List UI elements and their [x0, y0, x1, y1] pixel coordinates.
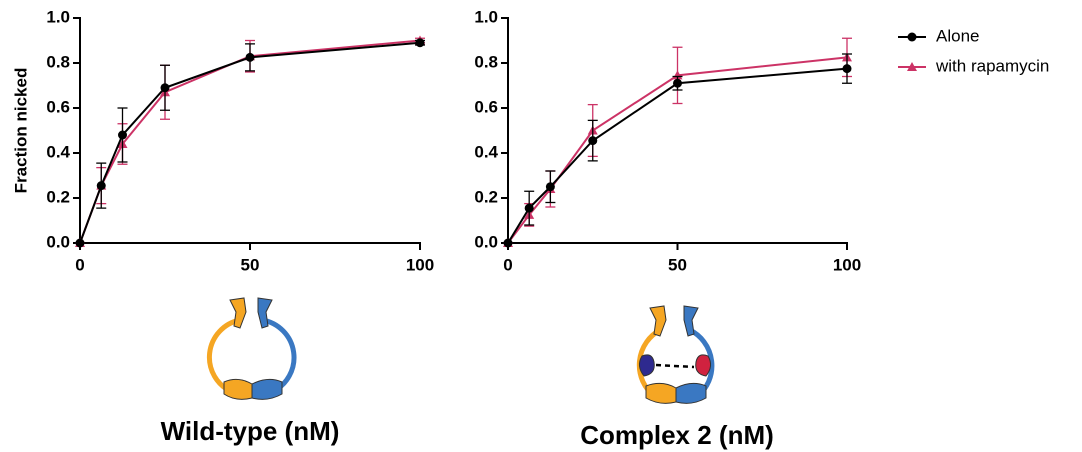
y-tick-label: 0.8	[474, 52, 498, 71]
x-tick-label: 100	[833, 255, 861, 274]
x-tick-label: 50	[668, 255, 687, 274]
point	[160, 83, 170, 93]
y-tick-label: 0.2	[46, 187, 70, 206]
y-tick-label: 0.0	[474, 232, 498, 251]
legend-label: with rapamycin	[935, 56, 1049, 75]
point	[545, 182, 555, 192]
series-line	[507, 56, 848, 244]
y-tick-label: 0.4	[46, 142, 70, 161]
y-tick-label: 1.0	[474, 7, 498, 26]
series-line	[79, 41, 421, 244]
y-tick-label: 1.0	[46, 7, 70, 26]
y-axis-label: Fraction nicked	[11, 68, 30, 194]
x-tick-label: 50	[241, 255, 260, 274]
wild-type-diagram	[206, 297, 297, 400]
point	[245, 52, 255, 62]
chart-title: Complex 2 (nM)	[580, 420, 774, 450]
complex-2-diagram	[636, 305, 715, 404]
point	[842, 64, 852, 74]
x-tick-label: 100	[406, 255, 434, 274]
point	[503, 238, 513, 248]
point	[415, 38, 425, 48]
point	[75, 238, 85, 248]
point	[588, 136, 598, 146]
y-tick-label: 0.0	[46, 232, 70, 251]
legend-label: Alone	[936, 26, 979, 45]
x-tick-label: 0	[503, 255, 512, 274]
series-line	[507, 67, 848, 244]
y-tick-label: 0.8	[46, 52, 70, 71]
y-tick-label: 0.6	[474, 97, 498, 116]
point	[673, 78, 682, 88]
y-tick-label: 0.6	[46, 97, 70, 116]
legend-marker	[907, 32, 917, 42]
point	[524, 203, 534, 213]
y-tick-label: 0.2	[474, 187, 498, 206]
chart-title: Wild-type (nM)	[161, 416, 340, 446]
y-tick-label: 0.4	[474, 142, 498, 161]
legend-marker	[907, 62, 917, 71]
x-tick-label: 0	[75, 255, 84, 274]
point	[96, 181, 106, 191]
point	[118, 130, 127, 140]
